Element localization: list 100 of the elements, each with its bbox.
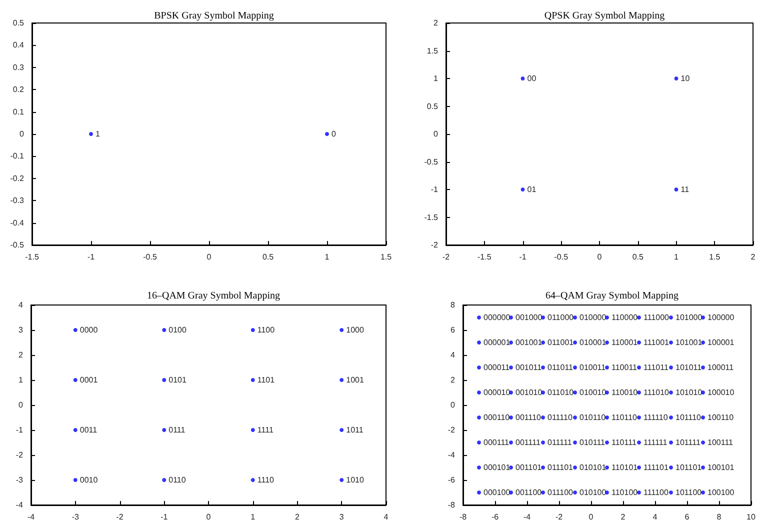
annotation: 010011: [580, 363, 606, 372]
x-tick-label: -0.5: [143, 252, 158, 262]
annotation: 011000: [548, 313, 574, 322]
annotation: 001011: [516, 363, 542, 372]
y-tick-label: 0.2: [12, 85, 25, 94]
x-tick-label: -2: [116, 512, 124, 522]
x-tick-label: 0: [206, 512, 212, 522]
point: [73, 328, 78, 332]
annotation: 101100: [676, 488, 702, 497]
annotation: 001110: [516, 413, 542, 422]
x-tick-label: 0: [597, 252, 602, 262]
annotation: 01: [527, 185, 537, 194]
y-tick-label: -0.4: [10, 218, 25, 228]
y-tick-label: 4: [450, 350, 456, 360]
x-tick-label: 1.5: [709, 252, 721, 262]
annotation: 010101: [580, 463, 607, 472]
annotation: 010100: [580, 488, 607, 497]
y-tick-label: -4: [16, 500, 24, 510]
annotation: 1100: [257, 326, 276, 334]
annotation: 100000: [708, 313, 735, 322]
y-tick-label: 0: [450, 400, 456, 410]
annotation: 011100: [548, 488, 574, 497]
x-tick-label: 0: [588, 512, 594, 522]
y-tick-label: -2: [16, 450, 24, 460]
annotation: 001100: [516, 488, 542, 497]
point: [340, 328, 344, 332]
annotation: 0011: [80, 426, 98, 434]
point: [73, 428, 78, 432]
annotation: 00: [527, 74, 537, 83]
annotation: 101110: [676, 413, 702, 422]
point: [162, 378, 166, 382]
annotation: 100011: [708, 363, 734, 372]
annotation: 010110: [580, 413, 606, 422]
annotation: 100100: [708, 488, 735, 497]
x-tick-label: -2: [555, 512, 564, 522]
x-tick-label: 1: [324, 252, 330, 262]
annotation: 101011: [676, 363, 702, 372]
y-tick-label: 2: [434, 18, 439, 28]
annotation: 001000: [516, 313, 543, 322]
y-tick-label: -3: [16, 476, 24, 484]
y-tick-label: 0: [18, 400, 24, 410]
annotation: 0100: [168, 326, 187, 334]
annotation: 001101: [516, 463, 542, 472]
point: [250, 428, 255, 432]
annotation: 1011: [346, 426, 364, 434]
annotation: 010111: [580, 438, 606, 447]
annotation: 10: [680, 74, 690, 83]
annotation: 111010: [644, 388, 670, 397]
annotation: 110000: [612, 313, 638, 322]
y-tick-label: 0.4: [12, 40, 25, 50]
x-tick-label: 6: [684, 512, 690, 522]
x-tick-label: 0: [206, 252, 212, 262]
x-tick-label: -0.5: [554, 252, 569, 262]
y-tick-label: -0.1: [10, 152, 25, 161]
x-tick-label: 0.5: [632, 252, 644, 262]
x-tick-label: -2: [442, 252, 450, 262]
annotation: 000101: [484, 463, 511, 472]
annotation: 1110: [257, 476, 275, 484]
y-tick-label: -6: [448, 476, 456, 484]
y-tick-label: 6: [450, 326, 456, 334]
y-tick-label: 0: [434, 130, 439, 138]
annotation: 101111: [676, 438, 701, 447]
annotation: 110010: [612, 388, 638, 397]
annotation: 000011: [484, 363, 510, 372]
point: [73, 478, 78, 482]
x-tick-label: -1.5: [25, 252, 40, 262]
x-tick-label: -3: [72, 512, 80, 522]
x-tick-label: -6: [491, 512, 500, 522]
y-tick-label: 4: [18, 300, 24, 310]
point: [73, 378, 78, 382]
annotation: 111001: [644, 338, 670, 347]
x-tick-label: 2: [620, 512, 626, 522]
point: [250, 478, 255, 482]
x-tick-label: -1: [160, 512, 168, 522]
y-tick-label: 1: [434, 74, 439, 83]
x-tick-label: -1.5: [477, 252, 492, 262]
annotation: 111100: [644, 488, 669, 497]
annotation: 010010: [580, 388, 607, 397]
annotation: 111111: [644, 438, 668, 447]
annotation: 0101: [168, 376, 187, 384]
annotation: 11: [680, 185, 690, 194]
annotation: 110110: [612, 413, 638, 422]
y-tick-label: 0.5: [12, 18, 25, 28]
y-tick-label: -1: [430, 185, 439, 194]
annotation: 110001: [612, 338, 638, 347]
annotation: 100101: [708, 463, 735, 472]
y-tick-label: -8: [448, 500, 456, 510]
annotation: 111011: [644, 363, 669, 372]
y-tick-label: 0: [20, 130, 25, 138]
annotation: 000111: [484, 438, 510, 447]
chart-title: BPSK Gray Symbol Mapping: [154, 10, 274, 22]
y-tick-label: -0.5: [424, 157, 439, 166]
y-tick-label: -0.3: [10, 196, 25, 206]
y-tick-label: 3: [18, 326, 24, 334]
chart-title: 64–QAM Gray Symbol Mapping: [545, 290, 679, 302]
x-tick-label: 10: [746, 512, 756, 522]
annotation: 010000: [580, 313, 607, 322]
annotation: 110101: [612, 463, 638, 472]
y-tick-label: 0.5: [426, 102, 439, 111]
point: [162, 478, 166, 482]
